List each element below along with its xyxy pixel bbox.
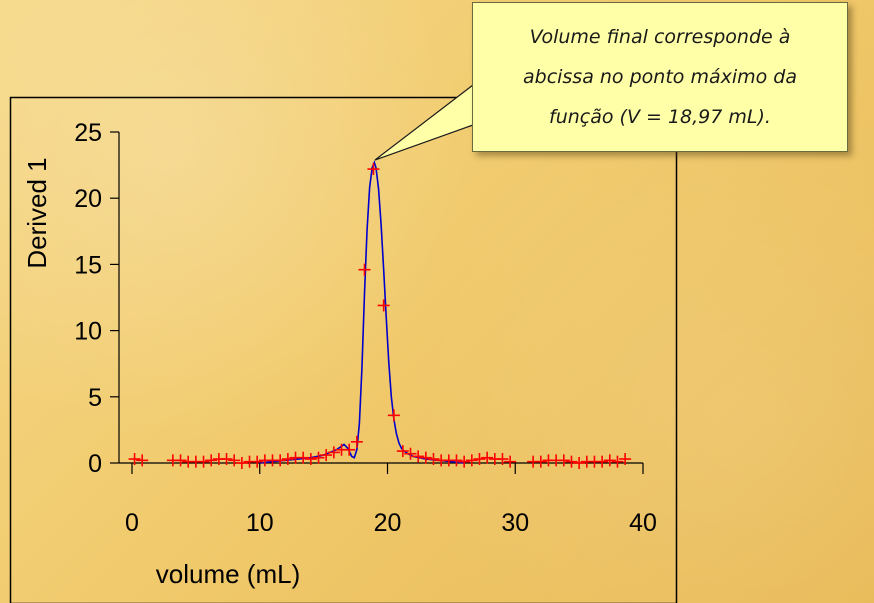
data-point: [504, 455, 517, 468]
x-tick-label: 30: [501, 509, 529, 537]
x-tick-label: 0: [125, 509, 139, 537]
y-tick-label: 20: [74, 185, 102, 213]
y-tick-label: 25: [74, 119, 102, 147]
data-point: [128, 453, 141, 466]
callout-line-3: função (V = 18,97 mL).: [549, 106, 771, 128]
data-point: [377, 299, 390, 312]
callout-line-1: Volume final corresponde à: [529, 26, 791, 48]
data-point: [251, 455, 264, 468]
data-point: [136, 454, 149, 467]
y-tick-label: 10: [74, 318, 102, 346]
data-point: [573, 457, 586, 469]
x-tick-label: 40: [629, 509, 657, 537]
data-point: [297, 451, 310, 464]
data-point: [274, 454, 287, 467]
data-point: [611, 455, 624, 468]
data-point: [473, 453, 486, 466]
data-point: [387, 409, 400, 422]
data-point: [228, 454, 241, 467]
data-point: [367, 163, 380, 176]
data-point: [312, 451, 325, 464]
data-markers: [128, 163, 632, 469]
data-point: [496, 453, 509, 466]
x-tick-label: 20: [374, 509, 402, 537]
data-point: [350, 435, 363, 448]
data-point: [304, 453, 317, 466]
data-point: [565, 455, 578, 468]
x-axis-label: volume (mL): [156, 559, 300, 589]
data-point: [458, 455, 471, 468]
data-point: [197, 455, 210, 468]
x-ticks: 0 10 20 30 40: [125, 463, 657, 537]
y-axis-label: Derived 1: [22, 157, 52, 268]
x-tick-label: 10: [246, 509, 274, 537]
data-point: [327, 446, 340, 459]
data-point: [427, 453, 440, 466]
data-point: [619, 453, 632, 466]
y-ticks: 0 5 10 15 20 25: [74, 119, 119, 478]
y-tick-label: 5: [88, 384, 102, 412]
data-point: [465, 454, 478, 467]
data-point: [343, 443, 356, 456]
data-point: [205, 454, 218, 467]
data-point: [419, 451, 432, 464]
data-point: [534, 455, 547, 468]
data-point: [404, 447, 417, 460]
y-tick-label: 0: [88, 450, 102, 478]
data-point: [281, 453, 294, 466]
data-point: [320, 449, 333, 462]
chart-frame: [9, 96, 678, 603]
data-point: [412, 450, 425, 463]
data-point: [481, 451, 494, 464]
y-tick-label: 15: [74, 251, 102, 279]
data-point: [174, 454, 187, 467]
callout-pointer: [374, 84, 474, 161]
data-point: [450, 454, 463, 467]
callout-box: Volume final corresponde à abcissa no po…: [472, 2, 848, 152]
data-point: [220, 453, 233, 466]
data-point: [596, 455, 609, 468]
fitted-curve: [259, 160, 465, 464]
data-point: [396, 445, 409, 458]
data-point: [235, 457, 248, 469]
data-point: [603, 454, 616, 467]
data-point: [358, 263, 371, 276]
data-point: [557, 454, 570, 467]
callout-line-2: abcissa no ponto máximo da: [522, 66, 797, 88]
